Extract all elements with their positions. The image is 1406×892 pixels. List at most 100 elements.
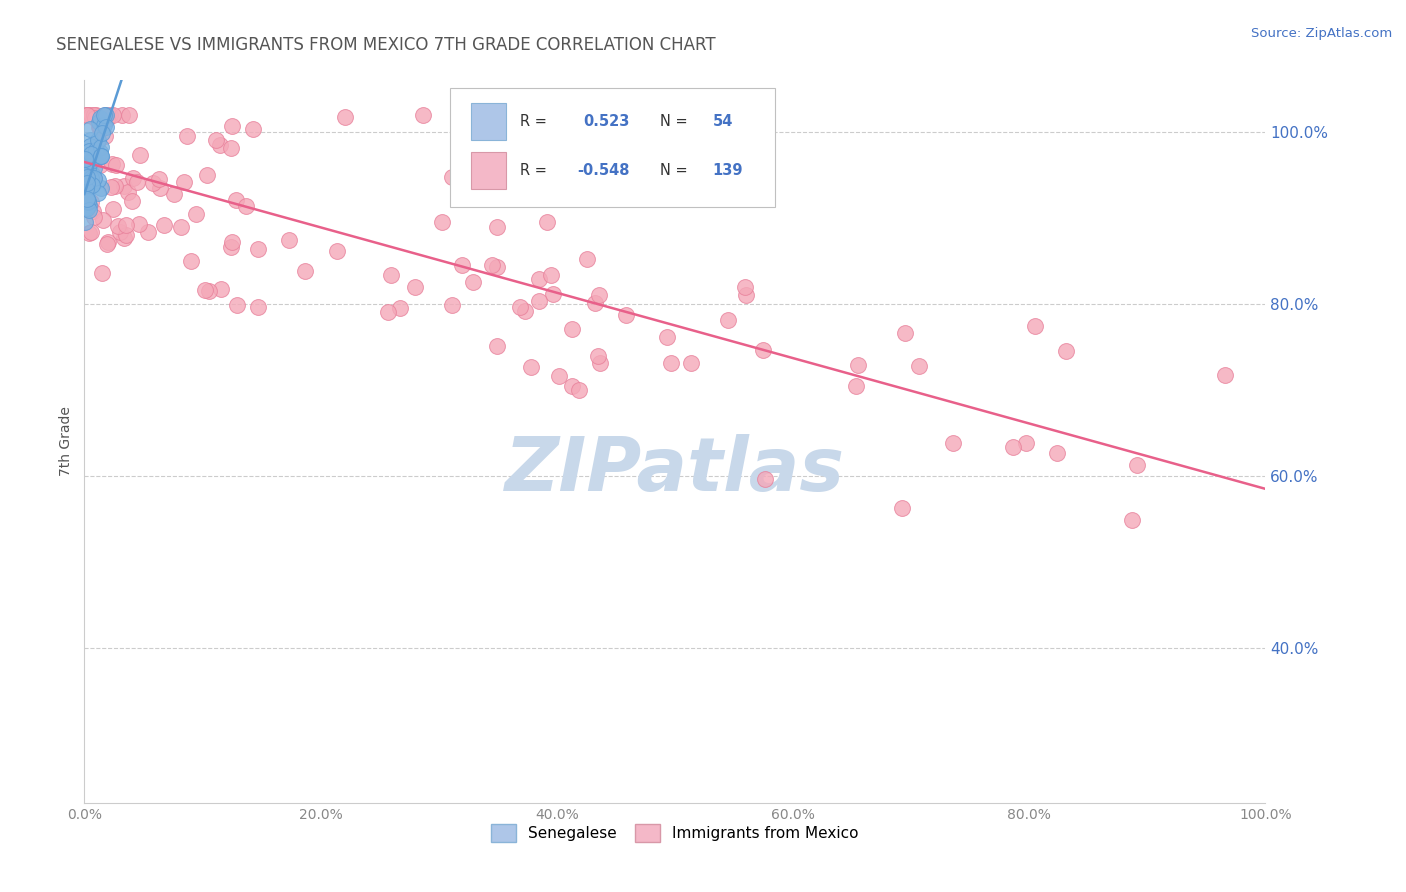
Point xyxy=(294,264,316,278)
Point xyxy=(80,167,103,181)
Point xyxy=(77,198,100,212)
Point xyxy=(845,378,868,392)
Point xyxy=(80,147,103,161)
Point xyxy=(170,219,193,234)
Point xyxy=(90,121,112,136)
Point xyxy=(87,173,110,187)
Point xyxy=(75,175,97,189)
Point xyxy=(82,178,104,193)
Point xyxy=(77,194,100,208)
FancyBboxPatch shape xyxy=(450,87,775,207)
Point xyxy=(79,139,101,153)
Point xyxy=(471,186,494,201)
Text: R =: R = xyxy=(520,163,547,178)
Point xyxy=(75,182,97,196)
Point xyxy=(89,149,111,163)
Point xyxy=(76,108,98,122)
Point xyxy=(529,272,551,286)
Point xyxy=(208,138,231,153)
Point xyxy=(235,199,257,213)
Point xyxy=(87,120,110,134)
Point xyxy=(75,108,97,122)
Point xyxy=(77,108,100,122)
Point xyxy=(73,158,96,172)
Point xyxy=(90,149,112,163)
Point xyxy=(86,148,108,162)
Point xyxy=(73,192,96,206)
Text: N =: N = xyxy=(659,163,688,178)
Point xyxy=(94,108,117,122)
Point xyxy=(205,133,228,147)
Point xyxy=(112,178,135,193)
Text: ZIPatlas: ZIPatlas xyxy=(505,434,845,507)
Point xyxy=(105,158,128,172)
Point xyxy=(136,225,159,239)
Point xyxy=(527,293,550,308)
Point xyxy=(77,164,100,178)
Point xyxy=(76,192,98,206)
Point xyxy=(734,279,756,293)
Point xyxy=(754,473,776,487)
Point xyxy=(89,145,111,159)
Text: N =: N = xyxy=(659,114,688,129)
Point xyxy=(440,298,463,312)
Point xyxy=(128,217,150,231)
Point xyxy=(942,436,965,450)
Point xyxy=(80,194,103,209)
Point xyxy=(79,144,101,158)
Point xyxy=(76,201,98,215)
Point xyxy=(80,170,103,185)
Point xyxy=(75,202,97,216)
Point xyxy=(520,360,543,375)
Point xyxy=(75,188,97,202)
Point xyxy=(87,133,110,147)
Point xyxy=(129,148,152,162)
Point xyxy=(79,133,101,147)
Point xyxy=(87,134,110,148)
Point xyxy=(117,185,139,199)
Point xyxy=(440,170,463,185)
Legend: Senegalese, Immigrants from Mexico: Senegalese, Immigrants from Mexico xyxy=(484,816,866,849)
Point xyxy=(149,180,172,194)
Point xyxy=(614,308,637,322)
Point xyxy=(679,356,702,370)
Point xyxy=(79,153,101,168)
Y-axis label: 7th Grade: 7th Grade xyxy=(59,407,73,476)
Point xyxy=(450,259,472,273)
Point xyxy=(83,171,105,186)
Point xyxy=(82,204,104,219)
Point xyxy=(97,235,120,250)
Point xyxy=(84,143,107,157)
Point xyxy=(96,112,118,126)
Point xyxy=(114,228,136,243)
Point xyxy=(90,140,112,154)
Point xyxy=(247,242,270,256)
Point xyxy=(87,186,110,201)
Point xyxy=(1121,513,1143,527)
Point xyxy=(536,214,558,228)
Point xyxy=(184,207,207,221)
Point xyxy=(112,230,135,244)
Point xyxy=(1054,344,1077,359)
Point xyxy=(73,214,96,228)
Point xyxy=(75,152,97,166)
Point xyxy=(110,108,132,122)
Point xyxy=(96,237,118,252)
Point xyxy=(84,108,107,122)
Point xyxy=(80,108,103,122)
Point xyxy=(79,202,101,217)
Point xyxy=(77,180,100,194)
Text: SENEGALESE VS IMMIGRANTS FROM MEXICO 7TH GRADE CORRELATION CHART: SENEGALESE VS IMMIGRANTS FROM MEXICO 7TH… xyxy=(56,36,716,54)
Point xyxy=(1213,368,1236,382)
FancyBboxPatch shape xyxy=(471,103,506,140)
Point xyxy=(561,322,583,336)
Point xyxy=(661,356,683,370)
Point xyxy=(846,358,869,372)
Point xyxy=(90,181,112,195)
Text: R =: R = xyxy=(520,114,547,129)
Text: 54: 54 xyxy=(713,114,733,129)
Point xyxy=(226,298,249,312)
Point xyxy=(894,326,917,340)
Point xyxy=(76,176,98,190)
Point xyxy=(148,171,170,186)
